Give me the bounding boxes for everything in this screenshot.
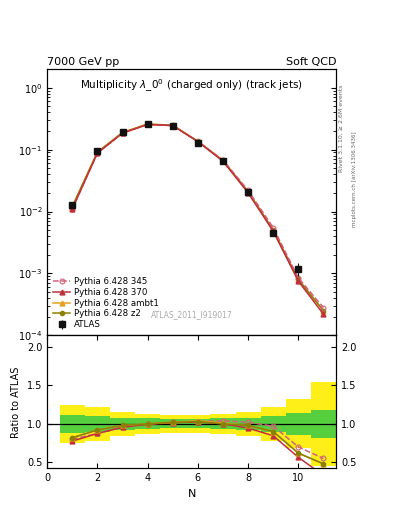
Line: Pythia 6.428 ambt1: Pythia 6.428 ambt1 — [70, 121, 326, 313]
Pythia 6.428 ambt1 — [195, 138, 200, 144]
Pythia 6.428 345 — [321, 305, 326, 311]
Legend: Pythia 6.428 345, Pythia 6.428 370, Pythia 6.428 ambt1, Pythia 6.428 z2, ATLAS: Pythia 6.428 345, Pythia 6.428 370, Pyth… — [51, 275, 160, 331]
Bar — [60, 404, 85, 443]
Pythia 6.428 ambt1 — [70, 204, 75, 210]
Pythia 6.428 z2 — [95, 150, 100, 156]
Bar — [210, 414, 235, 434]
Bar — [311, 410, 336, 438]
Line: Pythia 6.428 370: Pythia 6.428 370 — [70, 122, 326, 316]
Pythia 6.428 ambt1 — [120, 130, 125, 136]
Y-axis label: Ratio to ATLAS: Ratio to ATLAS — [11, 366, 21, 438]
Pythia 6.428 345 — [195, 139, 200, 145]
Bar — [85, 407, 110, 441]
Pythia 6.428 345 — [171, 122, 175, 129]
Pythia 6.428 345 — [246, 187, 250, 194]
Pythia 6.428 ambt1 — [95, 149, 100, 155]
Pythia 6.428 370 — [171, 122, 175, 129]
Pythia 6.428 370 — [120, 130, 125, 136]
Pythia 6.428 z2 — [120, 130, 125, 136]
Pythia 6.428 345 — [95, 150, 100, 156]
Text: mcplots.cern.ch [arXiv:1306.3436]: mcplots.cern.ch [arXiv:1306.3436] — [352, 132, 357, 227]
Pythia 6.428 z2 — [246, 188, 250, 195]
Pythia 6.428 z2 — [171, 122, 175, 129]
Bar — [261, 407, 286, 441]
Text: Rivet 3.1.10, ≥ 2.6M events: Rivet 3.1.10, ≥ 2.6M events — [339, 84, 344, 172]
Line: Pythia 6.428 345: Pythia 6.428 345 — [70, 122, 326, 310]
Bar — [311, 381, 336, 466]
Bar — [85, 416, 110, 432]
Bar — [286, 413, 311, 435]
Pythia 6.428 z2 — [220, 158, 225, 164]
Pythia 6.428 ambt1 — [246, 188, 250, 195]
Pythia 6.428 ambt1 — [145, 121, 150, 127]
Bar — [135, 414, 160, 434]
Bar — [210, 418, 235, 429]
Bar — [160, 415, 185, 433]
Pythia 6.428 345 — [271, 225, 275, 231]
Pythia 6.428 z2 — [70, 204, 75, 210]
Pythia 6.428 345 — [70, 206, 75, 212]
Bar — [235, 418, 261, 430]
Pythia 6.428 345 — [220, 157, 225, 163]
Pythia 6.428 370 — [195, 139, 200, 145]
Bar — [110, 418, 135, 430]
Pythia 6.428 345 — [120, 130, 125, 136]
Pythia 6.428 ambt1 — [271, 227, 275, 233]
Pythia 6.428 ambt1 — [296, 276, 301, 283]
Pythia 6.428 ambt1 — [321, 308, 326, 314]
Pythia 6.428 370 — [145, 121, 150, 127]
Text: Multiplicity $\lambda\_0^0$ (charged only) (track jets): Multiplicity $\lambda\_0^0$ (charged onl… — [80, 77, 303, 94]
Bar — [261, 416, 286, 432]
Bar — [60, 415, 85, 433]
Pythia 6.428 z2 — [271, 227, 275, 233]
Pythia 6.428 345 — [145, 121, 150, 127]
Pythia 6.428 z2 — [321, 308, 326, 314]
Pythia 6.428 z2 — [296, 276, 301, 283]
Pythia 6.428 370 — [246, 190, 250, 196]
Pythia 6.428 370 — [321, 311, 326, 317]
Pythia 6.428 370 — [95, 150, 100, 156]
Bar — [110, 412, 135, 436]
Text: 7000 GeV pp: 7000 GeV pp — [47, 56, 119, 67]
Line: Pythia 6.428 z2: Pythia 6.428 z2 — [70, 122, 325, 313]
Pythia 6.428 345 — [296, 275, 301, 281]
Bar — [185, 415, 210, 433]
Pythia 6.428 370 — [296, 278, 301, 284]
Pythia 6.428 z2 — [195, 138, 200, 144]
Bar — [185, 419, 210, 429]
Bar — [135, 418, 160, 429]
Pythia 6.428 z2 — [145, 121, 150, 127]
X-axis label: N: N — [187, 489, 196, 499]
Text: ATLAS_2011_I919017: ATLAS_2011_I919017 — [151, 310, 233, 319]
Pythia 6.428 370 — [271, 228, 275, 234]
Bar — [235, 412, 261, 436]
Pythia 6.428 370 — [70, 206, 75, 212]
Pythia 6.428 ambt1 — [171, 122, 175, 129]
Bar — [286, 399, 311, 449]
Pythia 6.428 370 — [220, 158, 225, 164]
Bar — [160, 419, 185, 429]
Text: Soft QCD: Soft QCD — [286, 56, 336, 67]
Pythia 6.428 ambt1 — [220, 157, 225, 163]
